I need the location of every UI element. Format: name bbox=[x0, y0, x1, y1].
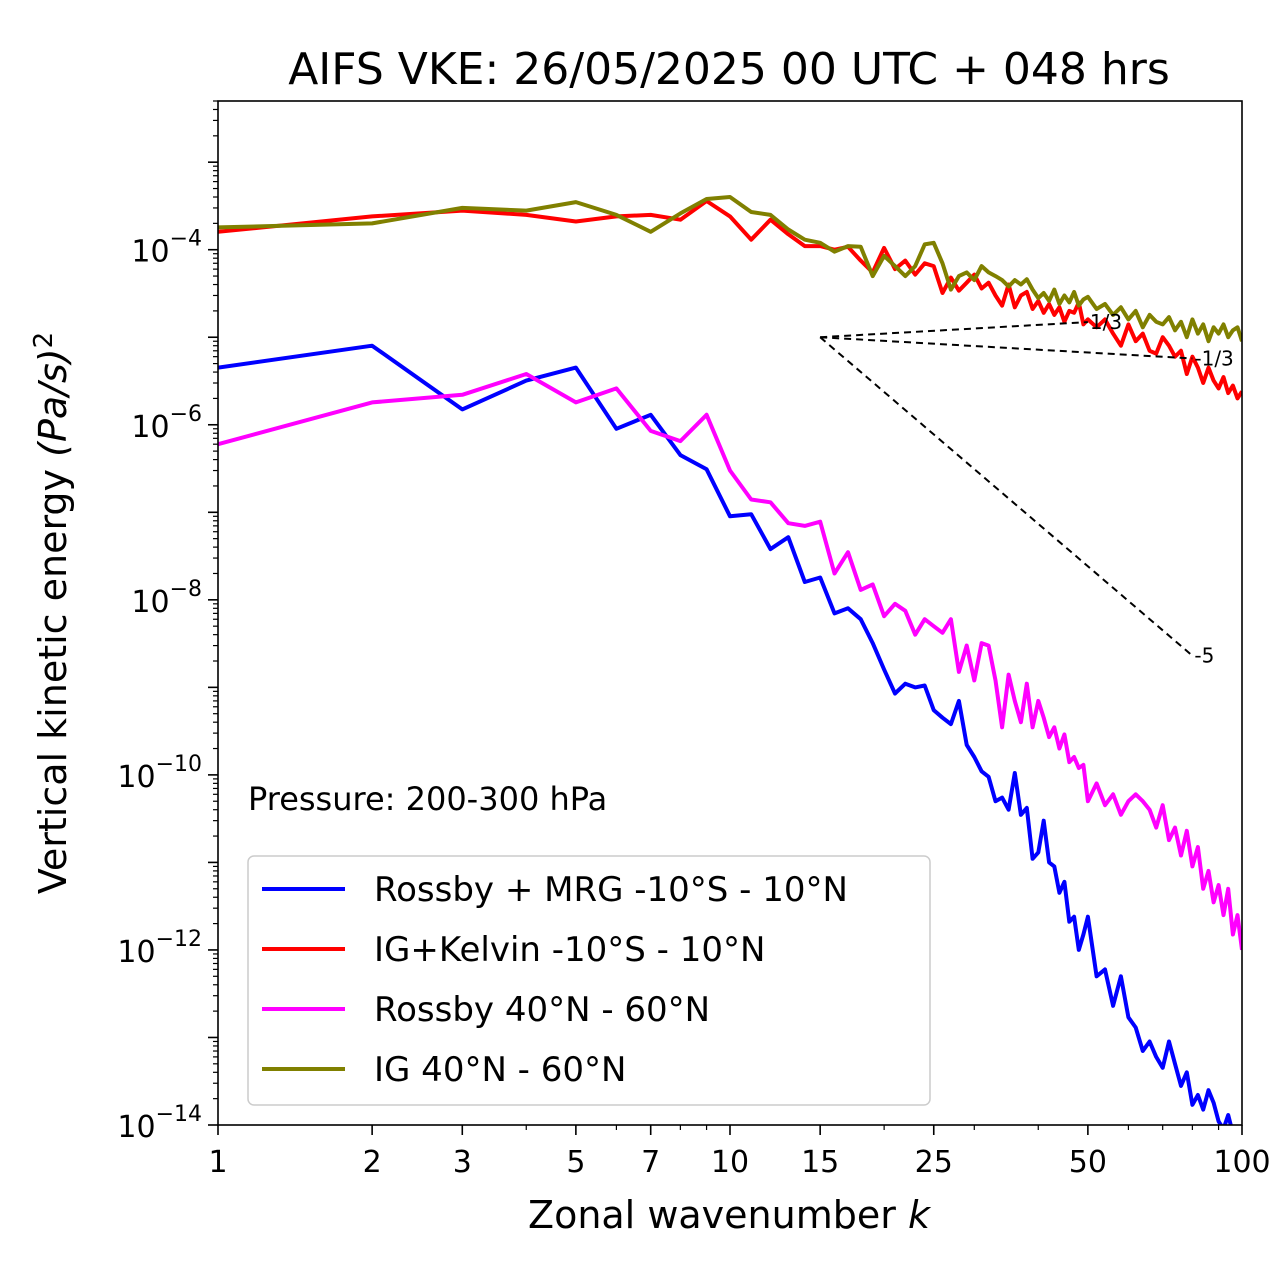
x-tick-label: 7 bbox=[641, 1145, 660, 1180]
x-tick-label: 5 bbox=[566, 1145, 585, 1180]
legend-label-3: Rossby 40°N - 60°N bbox=[374, 990, 710, 1030]
legend-label-4: IG 40°N - 60°N bbox=[374, 1050, 626, 1090]
y-tick-label: 10−4 bbox=[131, 227, 202, 270]
series-line-2 bbox=[218, 199, 1242, 401]
y-axis-ticks: 10−14 10−12 10−10 10−8 10−6 10−4 bbox=[117, 100, 218, 1145]
y-tick-label: 10−12 bbox=[117, 927, 202, 970]
legend: Rossby + MRG -10°S - 10°N IG+Kelvin -10°S… bbox=[247, 855, 931, 1106]
x-tick-label: 1 bbox=[208, 1145, 227, 1180]
x-tick-label: 10 bbox=[711, 1145, 749, 1180]
legend-label-1: Rossby + MRG -10°S - 10°N bbox=[374, 870, 848, 910]
slope-line-3 bbox=[819, 336, 1194, 657]
y-tick-label: 10−10 bbox=[117, 752, 202, 795]
slope-label-1: 1/3 bbox=[1090, 310, 1122, 334]
x-axis-label: Zonal wavenumber k bbox=[528, 1193, 932, 1237]
reference-slopes: 1/3 -1/3 -5 bbox=[819, 310, 1234, 668]
slope-line-2 bbox=[820, 336, 1193, 360]
series-line-4 bbox=[218, 195, 1242, 344]
pressure-annotation: Pressure: 200-300 hPa bbox=[248, 780, 607, 818]
series-layer bbox=[218, 195, 1242, 1125]
series-line-3 bbox=[218, 372, 1242, 951]
y-tick-label: 10−6 bbox=[131, 402, 202, 445]
x-tick-label: 100 bbox=[1213, 1145, 1270, 1180]
legend-label-2: IG+Kelvin -10°S - 10°N bbox=[374, 930, 765, 970]
legend-box bbox=[247, 855, 931, 1106]
x-tick-label: 15 bbox=[801, 1145, 839, 1180]
x-axis-ticks: 1 2 3 5 7 10 15 25 50 100 bbox=[208, 1125, 1271, 1180]
x-tick-label: 50 bbox=[1069, 1145, 1107, 1180]
series-line-1 bbox=[218, 343, 1233, 1125]
y-tick-label: 10−14 bbox=[117, 1102, 202, 1145]
chart-title: AIFS VKE: 26/05/2025 00 UTC + 048 hrs bbox=[288, 44, 1170, 95]
y-axis-label: Vertical kinetic energy (Pa/s)2 bbox=[29, 332, 75, 894]
y-tick-label: 10−8 bbox=[131, 577, 202, 620]
slope-label-2: -1/3 bbox=[1194, 346, 1233, 370]
x-tick-label: 3 bbox=[453, 1145, 472, 1180]
slope-label-3: -5 bbox=[1194, 644, 1214, 668]
x-tick-label: 25 bbox=[915, 1145, 953, 1180]
slope-line-1 bbox=[820, 321, 1088, 339]
x-tick-label: 2 bbox=[363, 1145, 382, 1180]
